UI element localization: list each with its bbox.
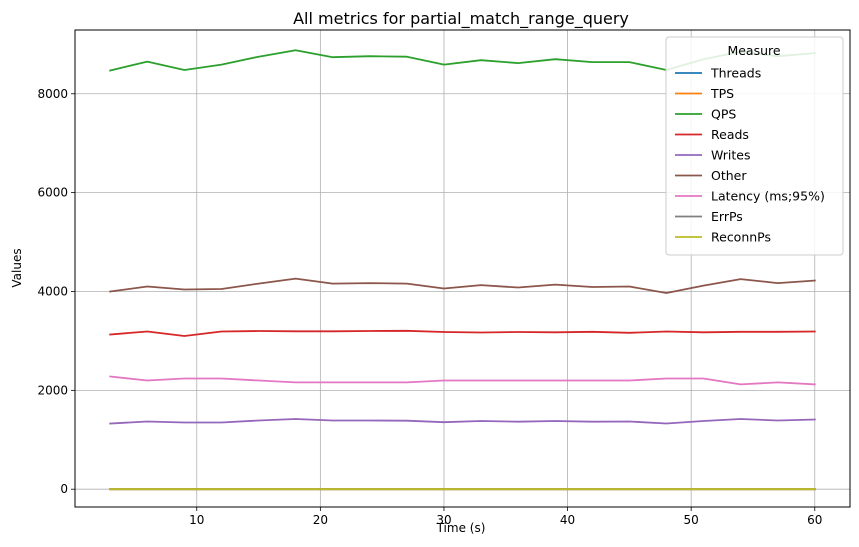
- x-tick-label: 50: [684, 513, 699, 527]
- y-tick-label: 6000: [37, 186, 68, 200]
- x-tick-label: 30: [436, 513, 451, 527]
- y-tick-label: 2000: [37, 383, 68, 397]
- legend: Measure Threads TPS QPS Reads Writes Other Lat…: [665, 36, 844, 256]
- legend-label: Threads: [710, 66, 761, 81]
- x-axis: 10 20 30 40 50 60: [189, 507, 822, 527]
- x-tick-label: 20: [313, 513, 328, 527]
- x-axis-label: Time (s): [436, 521, 486, 535]
- chart-title: All metrics for partial_match_range_quer…: [293, 9, 629, 29]
- y-tick-label: 4000: [37, 284, 68, 298]
- legend-title: Measure: [727, 43, 780, 58]
- series-line-latency-ms-95: [109, 375, 816, 386]
- series-line-writes: [109, 418, 816, 425]
- legend-label: Other: [711, 168, 747, 183]
- series-line-reads: [109, 329, 816, 337]
- y-tick-label: 8000: [37, 87, 68, 101]
- legend-label: TPS: [710, 86, 734, 101]
- legend-items: Threads TPS QPS Reads Writes Other Latency (ms…: [675, 66, 825, 245]
- y-tick-label: 0: [60, 482, 68, 496]
- legend-label: ReconnPs: [711, 230, 771, 245]
- x-tick-label: 40: [560, 513, 575, 527]
- y-axis-label: Values: [10, 248, 24, 287]
- legend-label: QPS: [711, 107, 736, 122]
- series-lines: [109, 49, 816, 491]
- x-tick-label: 60: [807, 513, 822, 527]
- series-line-other: [109, 277, 816, 294]
- legend-label: Writes: [711, 148, 751, 163]
- x-tick-label: 10: [189, 513, 204, 527]
- legend-label: ErrPs: [711, 209, 743, 224]
- legend-box: [665, 36, 844, 256]
- legend-label: Latency (ms;95%): [711, 189, 825, 204]
- y-axis: 0 2000 4000 6000 8000: [37, 87, 75, 496]
- plot-area-frame: [74, 29, 851, 508]
- legend-label: Reads: [711, 127, 749, 142]
